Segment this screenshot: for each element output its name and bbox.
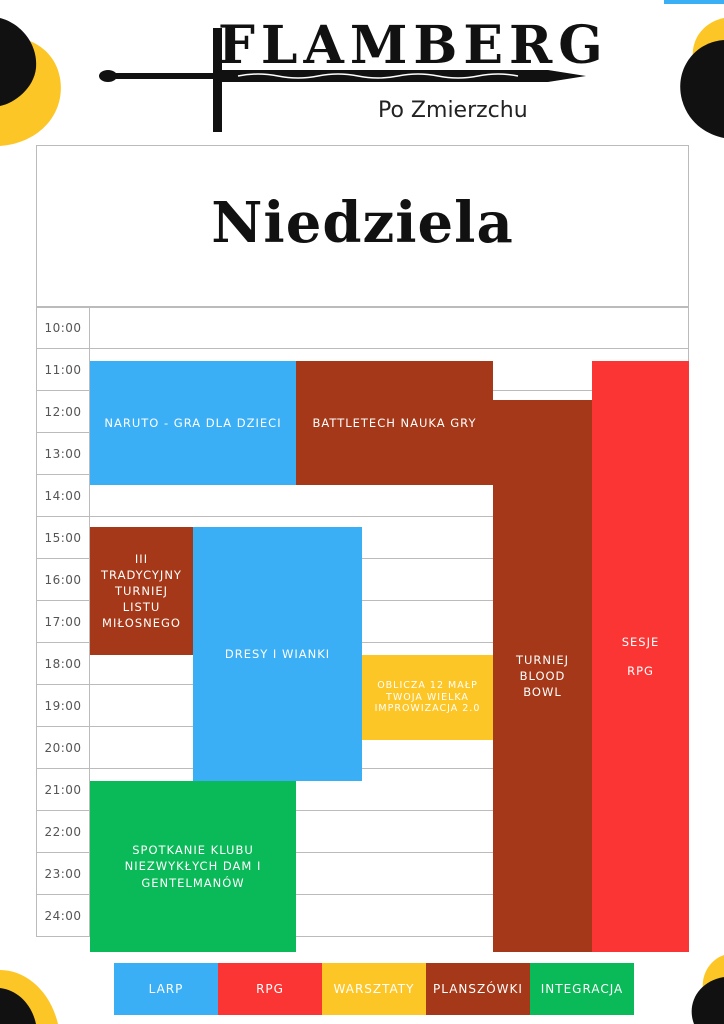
event-dresy-i-wianki: DRESY I WIANKI: [193, 527, 362, 781]
legend-item-warsztaty: WARSZTATY: [322, 963, 426, 1015]
grid-row: [90, 307, 689, 349]
time-label: 23:00: [36, 853, 90, 895]
event-turniej-blood-bowl: TURNIEJ BLOOD BOWL: [493, 400, 592, 952]
event-oblicza-12-malp: OBLICZA 12 MAŁP TWOJA WIELKA IMPROWIZACJ…: [362, 655, 493, 740]
event-label: RPG: [627, 663, 654, 678]
event-label: SESJE: [621, 635, 660, 650]
legend-item-larp: LARP: [114, 963, 218, 1015]
legend: LARP RPG WARSZTATY PLANSZÓWKI INTEGRACJA: [114, 963, 634, 1015]
corner-decoration-bottom-left: [0, 970, 58, 1024]
event-spotkanie-klubu: SPOTKANIE KLUBU NIEZWYKŁYCH DAM I GENTEL…: [90, 781, 296, 952]
brand-title: FLAMBERG: [218, 15, 609, 76]
time-label: 18:00: [36, 643, 90, 685]
corner-decoration-top-left: [0, 18, 61, 146]
day-title-box: Niedziela: [36, 145, 689, 307]
legend-item-planszowki: PLANSZÓWKI: [426, 963, 530, 1015]
sword-icon: [99, 28, 586, 132]
event-label: BATTLETECH NAUKA GRY: [312, 415, 477, 430]
event-label: III TRADYCYJNY TURNIEJ LISTU MIŁOSNEGO: [101, 551, 182, 631]
legend-item-integracja: INTEGRACJA: [530, 963, 634, 1015]
event-label: OBLICZA 12 MAŁP TWOJA WIELKA IMPROWIZACJ…: [374, 679, 481, 715]
time-label: 12:00: [36, 391, 90, 433]
corner-decoration-bottom-right: [691, 955, 724, 1024]
legend-item-rpg: RPG: [218, 963, 322, 1015]
time-label: 16:00: [36, 559, 90, 601]
event-label: NARUTO - GRA DLA DZIECI: [104, 415, 282, 430]
time-label: 14:00: [36, 475, 90, 517]
time-label: 10:00: [36, 307, 90, 349]
brand-subtitle: Po Zmierzchu: [378, 98, 528, 123]
event-battletech: BATTLETECH NAUKA GRY: [296, 361, 493, 485]
event-tradycyjny-turniej: III TRADYCYJNY TURNIEJ LISTU MIŁOSNEGO: [90, 527, 193, 655]
time-label: 17:00: [36, 601, 90, 643]
day-title: Niedziela: [211, 190, 514, 256]
time-label: 13:00: [36, 433, 90, 475]
corner-decoration-top-right: [664, 0, 724, 138]
time-label: 15:00: [36, 517, 90, 559]
header: FLAMBERG Po Zmierzchu: [0, 0, 724, 145]
time-label: 11:00: [36, 349, 90, 391]
time-label: 21:00: [36, 769, 90, 811]
event-label: SPOTKANIE KLUBU NIEZWYKŁYCH DAM I GENTEL…: [124, 843, 262, 890]
event-label: DRESY I WIANKI: [224, 646, 331, 661]
event-label: TURNIEJ BLOOD BOWL: [515, 652, 570, 700]
time-label: 24:00: [36, 895, 90, 937]
time-label: 20:00: [36, 727, 90, 769]
event-naruto: NARUTO - GRA DLA DZIECI: [90, 361, 296, 485]
time-label: 19:00: [36, 685, 90, 727]
event-sesje-rpg: SESJE RPG: [592, 361, 689, 952]
time-label: 22:00: [36, 811, 90, 853]
